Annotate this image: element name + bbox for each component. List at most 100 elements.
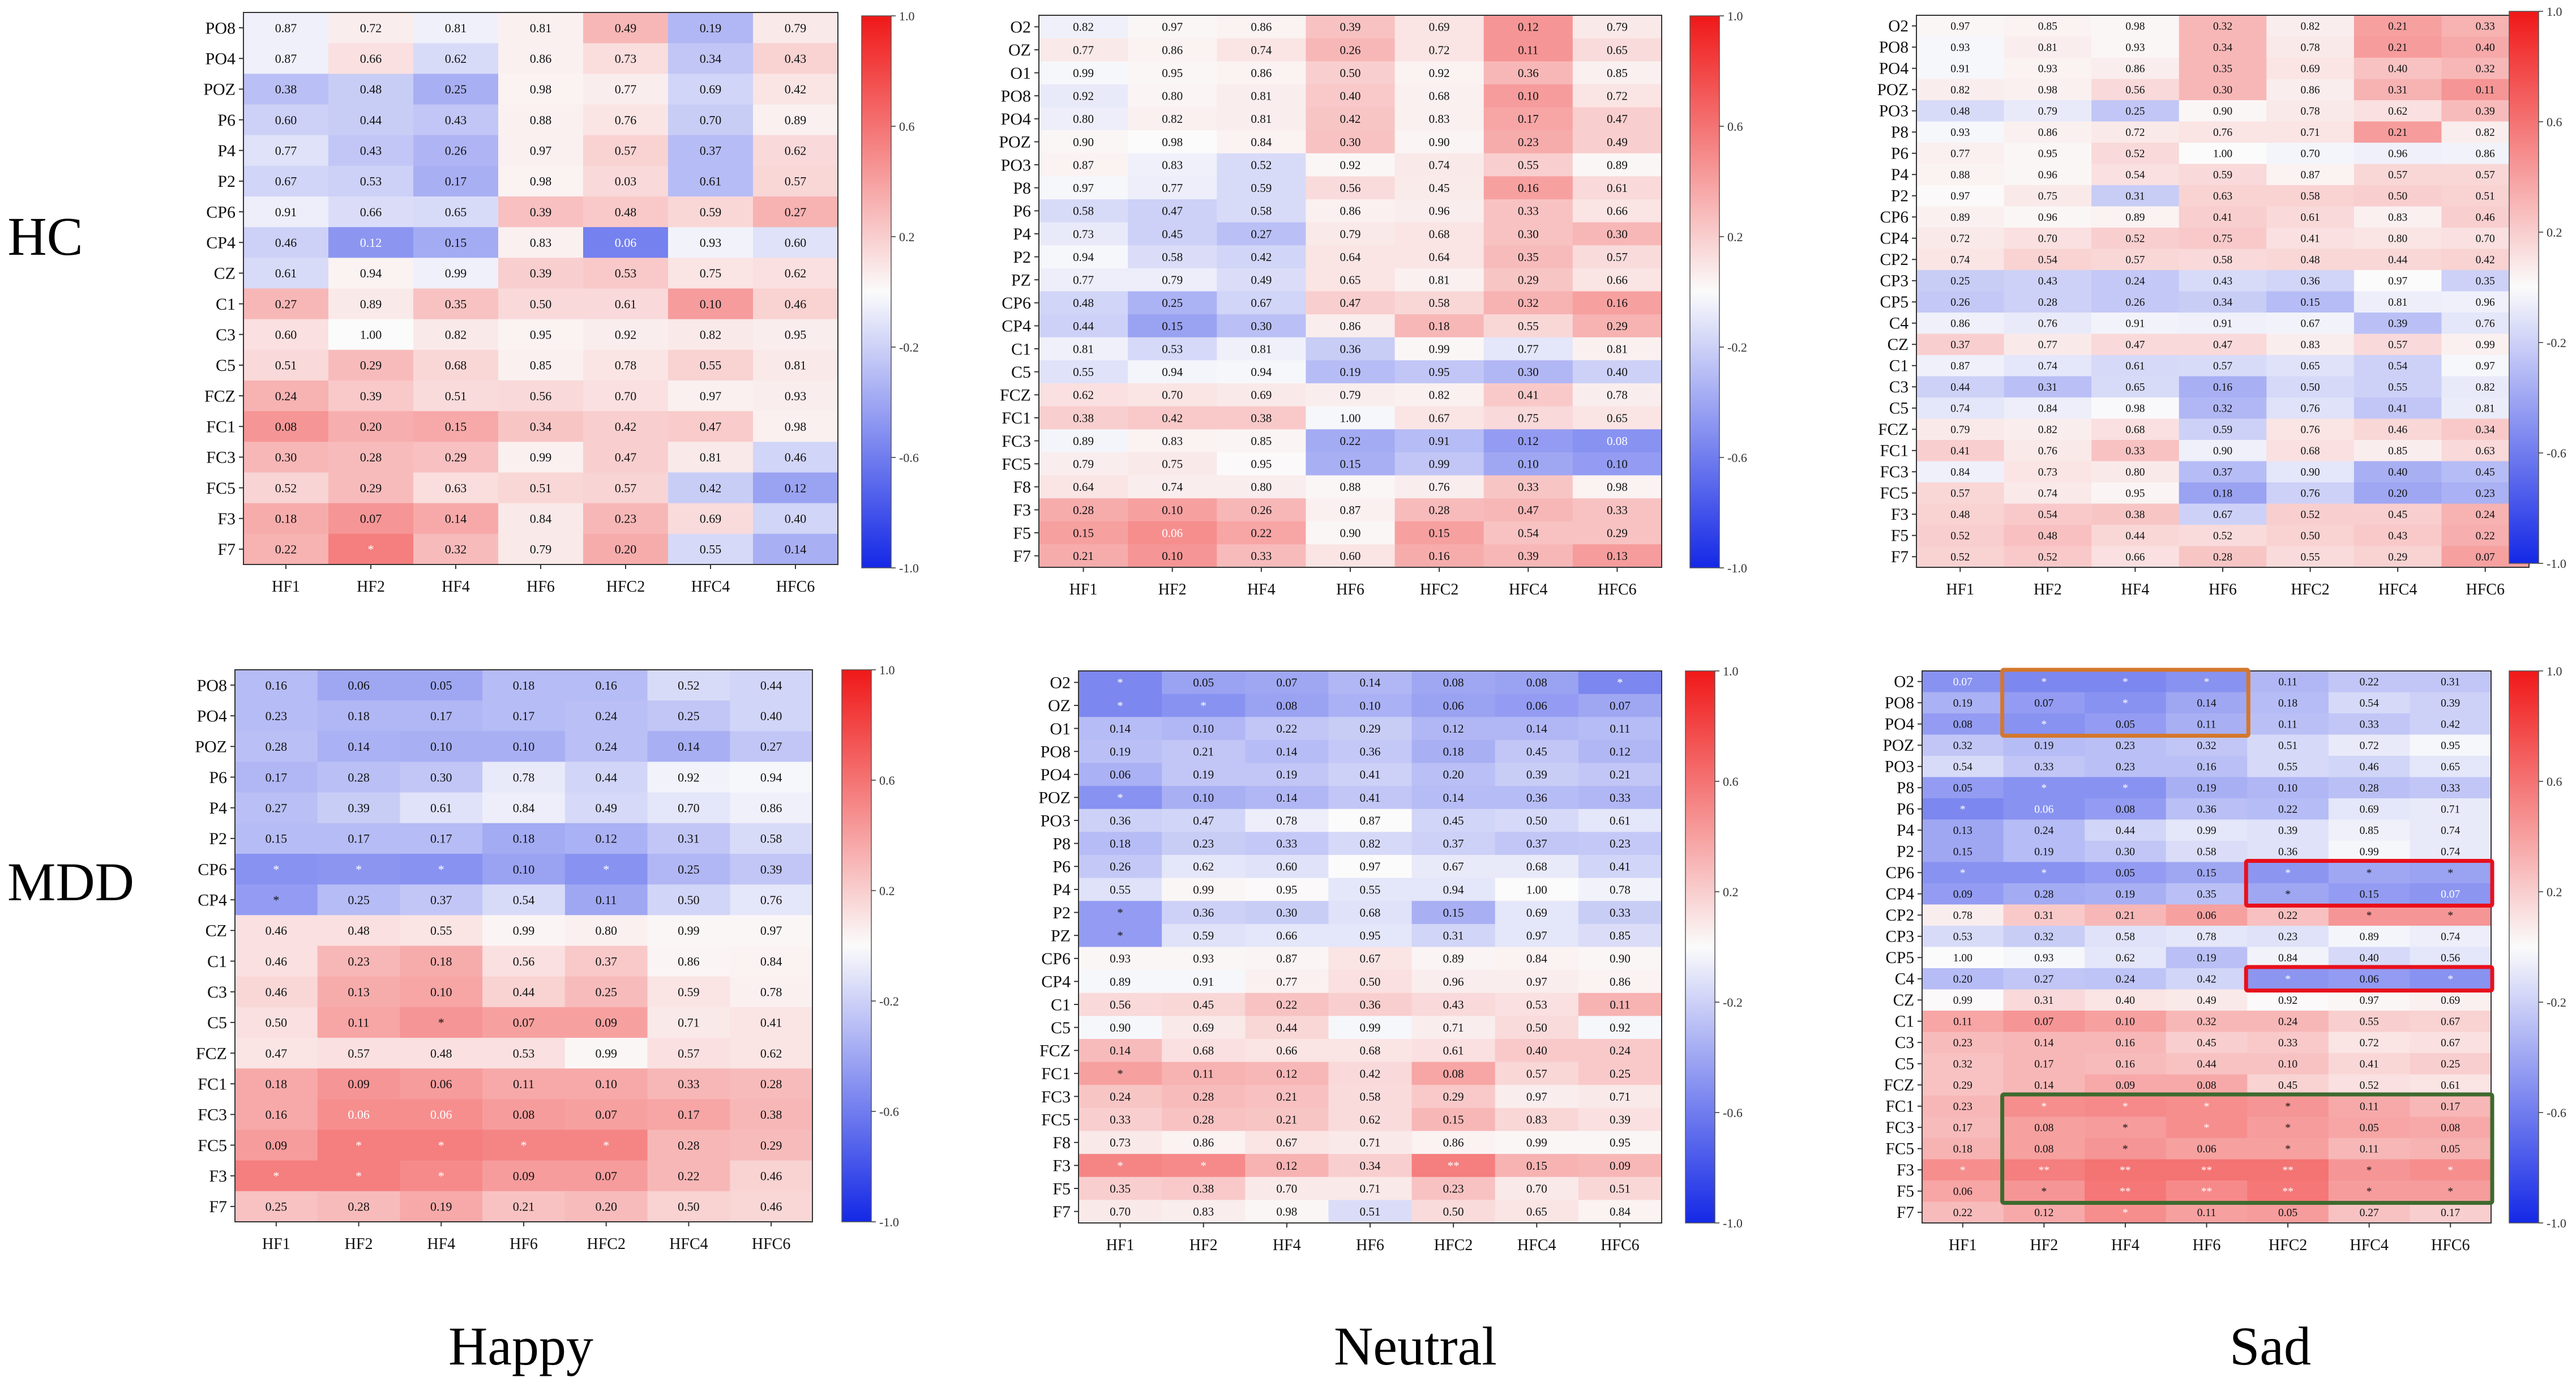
heatmap-cell [2085, 926, 2167, 948]
cell-value-label: 0.21 [1276, 1090, 1297, 1103]
heatmap-cell [753, 380, 838, 412]
heatmap-cell [2266, 418, 2355, 440]
heatmap-cell [1572, 498, 1662, 522]
heatmap-cell [2179, 503, 2267, 525]
cell-value-label: 0.43 [1443, 998, 1464, 1011]
cell-value-label: 0.43 [2213, 276, 2232, 288]
cell-value-label: 0.58 [760, 832, 782, 846]
heatmap-cell [2247, 1201, 2329, 1224]
cell-value-label: 0.16 [2213, 382, 2232, 393]
y-tick-label: PO8 [1885, 694, 1914, 712]
heatmap-cell [482, 1160, 566, 1192]
y-tick-label: CP6 [198, 860, 227, 879]
cell-value-label: 0.12 [595, 832, 617, 846]
cell-value-label: 0.69 [1193, 1021, 1214, 1034]
heatmap-cell [1411, 1177, 1496, 1200]
heatmap-cell [2003, 1116, 2085, 1139]
y-tick-label: FC1 [206, 417, 236, 436]
cell-value-label: 0.39 [530, 266, 552, 280]
heatmap-cell [730, 731, 813, 763]
heatmap-cell [1162, 1177, 1246, 1200]
heatmap-cell [668, 442, 754, 473]
heatmap-cell [2354, 461, 2442, 483]
cell-value-label: 0.45 [1526, 745, 1547, 759]
heatmap-cell [482, 1068, 566, 1100]
cell-value-label: 0.99 [678, 923, 700, 938]
heatmap-cell [243, 380, 329, 412]
cell-value-label: 0.14 [1110, 722, 1131, 735]
cell-value-label: 0.93 [2038, 63, 2057, 75]
heatmap-cell [2266, 249, 2355, 271]
heatmap-cell [400, 700, 483, 732]
cell-value-label: 0.39 [530, 205, 552, 219]
y-tick-label: FCZ [204, 387, 236, 405]
cell-value-label: * [2285, 889, 2291, 901]
heatmap-cell [2266, 185, 2355, 207]
heatmap-cell [1245, 1154, 1329, 1178]
heatmap-cell [2328, 1011, 2411, 1033]
heatmap-cell [1916, 397, 2005, 420]
cell-value-label: 0.44 [360, 113, 382, 127]
cell-value-label: 0.59 [1251, 181, 1272, 195]
heatmap-cell [1916, 376, 2005, 398]
cell-value-label: 0.45 [2476, 467, 2495, 478]
cell-value-label: 0.41 [2213, 212, 2232, 224]
cell-value-label: 0.20 [1443, 768, 1464, 781]
cell-value-label: 0.11 [2197, 1207, 2216, 1219]
cell-value-label: 0.50 [530, 297, 552, 311]
cell-value-label: * [356, 1138, 362, 1152]
cell-value-label: 0.44 [513, 985, 535, 999]
cell-value-label: * [438, 1016, 444, 1030]
cell-value-label: 0.98 [2125, 403, 2145, 415]
cell-value-label: 0.62 [2116, 952, 2135, 964]
heatmap-cell [2166, 841, 2248, 863]
heatmap-cell [2166, 926, 2248, 948]
heatmap-cell [2179, 482, 2267, 504]
heatmap-cell [1578, 1107, 1662, 1132]
heatmap-cell [1394, 383, 1484, 407]
cell-value-label: 0.42 [1360, 1067, 1381, 1080]
cell-value-label: 0.15 [2301, 297, 2320, 309]
heatmap-cell [2266, 397, 2355, 420]
x-tick-label: HFC4 [691, 578, 730, 596]
heatmap-cell [668, 43, 754, 74]
colorbar-tick-label: 0.6 [1727, 119, 1743, 134]
heatmap-cell [328, 104, 414, 136]
cell-value-label: 0.06 [2360, 974, 2379, 986]
heatmap-cell [2266, 121, 2355, 143]
cell-value-label: 0.16 [2197, 762, 2216, 773]
cell-value-label: 0.43 [445, 113, 467, 127]
heatmap-cell [2179, 185, 2267, 207]
cell-value-label: 0.70 [2476, 233, 2495, 245]
heatmap-cell [498, 411, 584, 442]
heatmap-cell [235, 854, 318, 885]
cell-value-label: 0.15 [266, 832, 288, 846]
heatmap-cell [1495, 1039, 1579, 1063]
cell-value-label: 0.16 [266, 1107, 288, 1122]
heatmap-cell [1572, 383, 1662, 407]
y-tick-label: FC3 [1002, 432, 1031, 451]
cell-value-label: 0.84 [760, 954, 782, 968]
heatmap-cell [2004, 79, 2092, 101]
cell-value-label: 0.86 [1251, 20, 1272, 34]
heatmap-cell [2410, 1201, 2492, 1224]
cell-value-label: 0.31 [678, 832, 700, 846]
heatmap-cell [1916, 36, 2005, 58]
cell-value-label: 0.77 [1518, 342, 1539, 356]
y-tick-label: FC3 [1886, 1119, 1914, 1137]
cell-value-label: 0.45 [1162, 227, 1183, 241]
cell-value-label: 0.26 [1950, 297, 1970, 309]
cell-value-label: * [2285, 1144, 2291, 1156]
colorbar-tick-label: -0.2 [879, 994, 899, 1008]
heatmap-cell [1128, 521, 1217, 545]
heatmap-cell [1916, 164, 2005, 186]
cell-value-label: 0.14 [1276, 791, 1297, 805]
y-tick-label: C5 [1889, 400, 1909, 418]
heatmap-cell [1162, 1016, 1246, 1040]
cell-value-label: 0.28 [678, 1138, 700, 1152]
heatmap-cell [2247, 1138, 2329, 1160]
heatmap-cell [1217, 15, 1307, 39]
cell-value-label: 0.21 [2388, 21, 2407, 33]
colorbar-tick-label: -1.0 [1723, 1216, 1743, 1230]
cell-value-label: * [1960, 867, 1966, 879]
